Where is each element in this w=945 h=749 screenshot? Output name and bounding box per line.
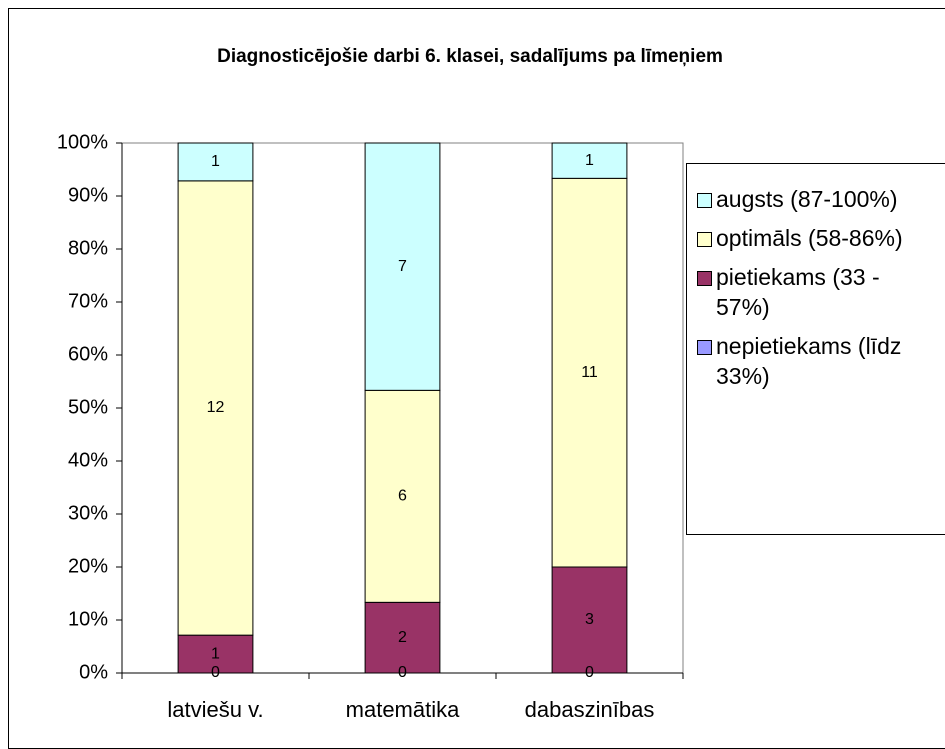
data-label: 11 [581,364,598,381]
y-tick-label: 10% [68,608,108,630]
x-tick-label: dabaszinības [525,697,655,722]
legend-swatch [697,232,712,247]
data-label: 7 [398,258,407,275]
legend-swatch [697,271,712,286]
legend-swatch [697,340,712,355]
y-tick-label: 70% [68,290,108,312]
bar-segment [551,142,628,179]
x-tick-label: matemātika [346,697,460,722]
y-tick-label: 50% [68,396,108,418]
bar-segment [177,180,254,636]
data-label: 1 [211,153,220,170]
legend-label: augsts (87-100%) [716,186,898,212]
bar-segment [364,601,441,674]
bar-segment [551,566,628,674]
data-label: 6 [398,488,407,505]
data-label: 0 [211,664,220,681]
legend-swatch [697,193,712,208]
data-label: 2 [398,629,407,646]
y-tick-label: 20% [68,555,108,577]
legend-item: nepietiekams (līdz 33%) [697,331,937,391]
data-label: 12 [207,399,225,416]
legend-item: augsts (87-100%) [697,184,937,214]
bar-segment [364,389,441,603]
bar-segment [551,177,628,568]
y-tick-label: 100% [57,131,108,153]
data-label: 3 [585,611,594,628]
y-tick-label: 80% [68,237,108,259]
legend-item: pietiekams (33 - 57%) [697,262,937,322]
bar-segment [177,634,254,674]
data-label: 1 [585,152,594,169]
y-tick-label: 0% [79,661,108,683]
y-tick-label: 60% [68,343,108,365]
data-label: 1 [211,645,220,662]
legend-item: optimāls (58-86%) [697,223,937,253]
bar-segment [364,142,441,391]
legend-label: optimāls (58-86%) [716,225,903,251]
legend-label: pietiekams (33 - 57%) [716,264,880,320]
bar-segment [177,142,254,182]
y-tick-label: 90% [68,184,108,206]
chart-title: Diagnosticējošie darbi 6. klasei, sadalī… [217,46,723,67]
y-tick-label: 40% [68,449,108,471]
y-tick-label: 30% [68,502,108,524]
legend: augsts (87-100%) optimāls (58-86%) pietiek… [686,163,945,535]
data-label: 0 [398,664,407,681]
legend-label: nepietiekams (līdz 33%) [716,333,902,389]
data-label: 0 [585,664,594,681]
x-tick-label: latviešu v. [167,697,263,722]
